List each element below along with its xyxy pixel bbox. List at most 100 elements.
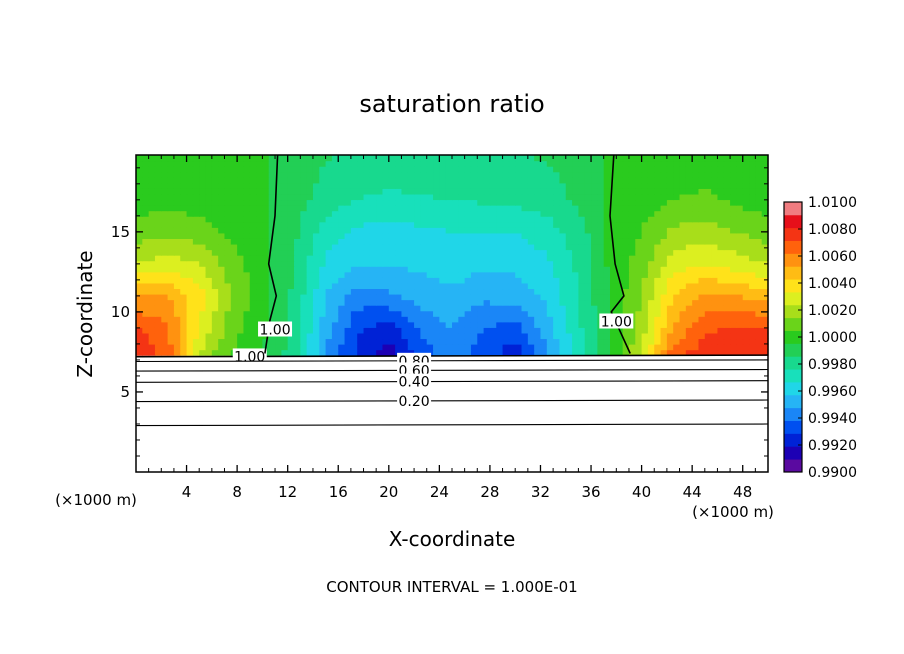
field-cell <box>666 316 674 323</box>
field-cell <box>382 305 390 312</box>
field-cell <box>186 238 194 245</box>
field-cell <box>641 332 649 340</box>
field-cell <box>559 277 567 284</box>
field-cell <box>445 327 453 334</box>
field-cell <box>654 205 662 212</box>
field-cell <box>180 216 188 223</box>
field-cell <box>142 288 150 295</box>
field-cell <box>534 188 542 195</box>
field-cell <box>281 227 289 234</box>
field-cell <box>477 288 485 295</box>
field-cell <box>256 305 263 312</box>
field-cell <box>584 238 592 245</box>
field-cell <box>730 288 737 295</box>
field-cell <box>439 277 447 284</box>
field-cell <box>534 316 542 323</box>
field-cell <box>515 332 523 340</box>
field-cell <box>515 188 523 195</box>
field-cell <box>199 332 207 340</box>
field-cell <box>477 299 485 306</box>
field-cell <box>654 232 662 239</box>
field-cell <box>357 255 365 262</box>
field-cell <box>192 316 200 323</box>
field-cell <box>167 243 175 251</box>
field-cell <box>458 193 466 201</box>
field-cell <box>445 188 453 195</box>
field-cell <box>256 193 263 201</box>
field-cell <box>635 227 643 234</box>
field-cell <box>344 332 352 340</box>
field-cell <box>173 338 181 345</box>
field-cell <box>572 160 579 167</box>
field-cell <box>685 210 693 217</box>
field-cell <box>350 193 358 201</box>
field-cell <box>508 221 516 228</box>
field-cell <box>243 277 251 284</box>
field-cell <box>211 216 219 223</box>
field-cell <box>477 327 485 334</box>
field-cell <box>578 216 586 223</box>
x-tick-label: 40 <box>632 483 651 501</box>
field-cell <box>477 305 485 312</box>
field-cell <box>641 243 649 251</box>
field-cell <box>357 238 365 245</box>
field-cell <box>388 177 396 184</box>
field-cell <box>489 321 497 328</box>
x-tick-label: 36 <box>581 483 600 501</box>
field-cell <box>395 199 403 206</box>
field-cell <box>148 282 156 290</box>
field-cell <box>679 249 687 256</box>
field-cell <box>553 188 561 195</box>
field-cell <box>186 227 194 234</box>
field-cell <box>262 305 270 312</box>
field-cell <box>420 193 428 201</box>
field-cell <box>496 210 504 217</box>
field-cell <box>628 166 636 173</box>
field-cell <box>452 166 459 173</box>
field-cell <box>401 344 409 351</box>
field-cell <box>445 293 453 301</box>
field-cell <box>186 327 194 334</box>
field-cell <box>173 310 181 317</box>
field-cell <box>439 166 447 173</box>
field-cell <box>458 316 466 323</box>
field-cell <box>388 277 396 284</box>
field-cell <box>268 166 276 173</box>
field-cell <box>616 305 624 312</box>
field-cell <box>496 232 504 239</box>
field-cell <box>287 155 295 162</box>
field-cell <box>534 177 542 184</box>
field-cell <box>641 338 649 345</box>
field-cell <box>287 299 295 306</box>
field-cell <box>325 288 333 295</box>
field-cell <box>205 182 213 189</box>
field-cell <box>572 171 579 178</box>
colorbar-swatch <box>784 304 802 319</box>
field-cell <box>363 205 371 212</box>
field-cell <box>161 344 169 351</box>
field-cell <box>249 188 257 195</box>
field-cell <box>211 277 219 284</box>
field-cell <box>275 277 282 284</box>
field-cell <box>698 210 706 217</box>
field-cell <box>704 344 712 351</box>
field-cell <box>527 321 535 328</box>
field-cell <box>369 182 377 189</box>
field-cell <box>521 282 529 290</box>
field-cell <box>559 210 567 217</box>
field-cell <box>287 216 295 223</box>
field-cell <box>635 171 643 178</box>
field-cell <box>306 199 314 206</box>
field-cell <box>205 243 213 251</box>
field-cell <box>628 305 636 312</box>
field-cell <box>230 288 238 295</box>
field-cell <box>660 288 668 295</box>
field-cell <box>445 232 453 239</box>
field-cell <box>616 171 624 178</box>
field-cell <box>142 271 150 278</box>
field-cell <box>477 227 485 234</box>
field-cell <box>565 277 573 284</box>
field-cell <box>230 177 238 184</box>
field-cell <box>749 243 756 251</box>
field-cell <box>205 205 213 212</box>
